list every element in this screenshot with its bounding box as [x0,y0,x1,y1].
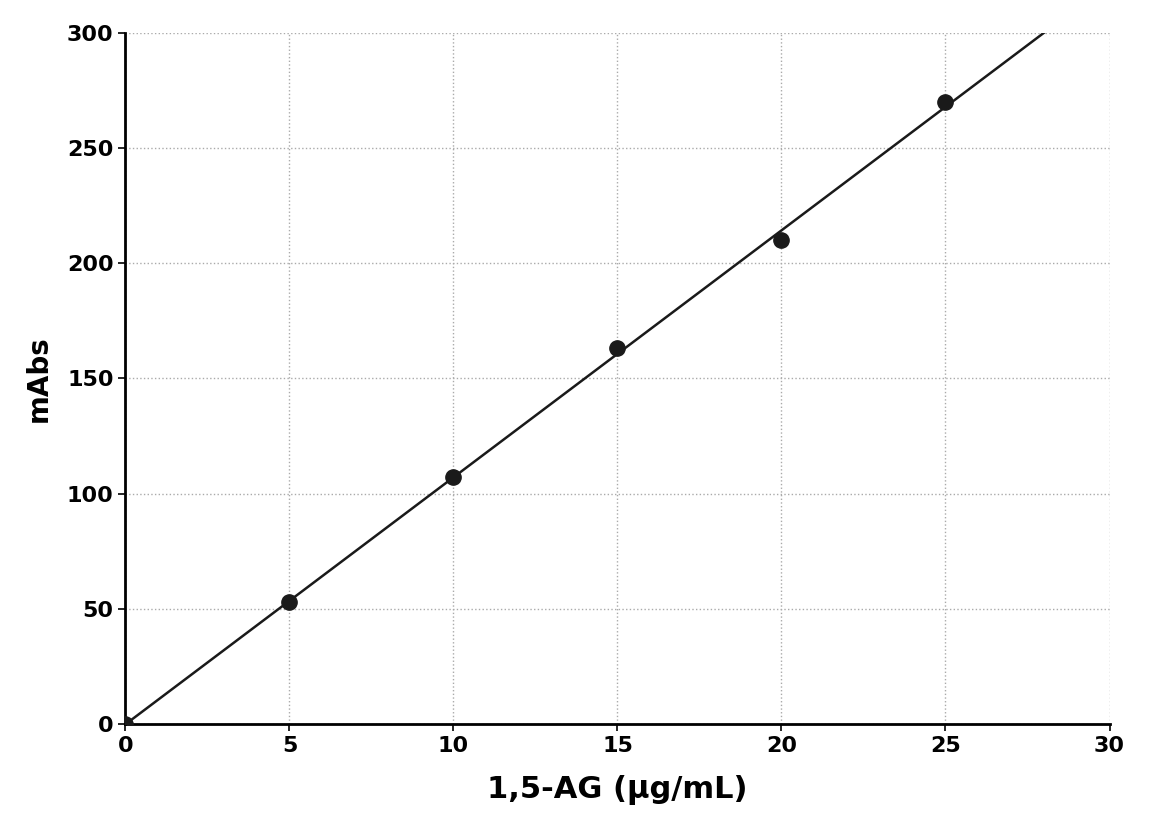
Point [281,595,299,608]
Y-axis label: mAbs: mAbs [25,335,53,422]
Point [773,233,791,247]
X-axis label: 1,5-AG (μg/mL): 1,5-AG (μg/mL) [488,775,748,805]
Point [936,95,954,109]
Point [444,471,462,484]
Point [608,342,627,355]
Point [116,717,135,730]
